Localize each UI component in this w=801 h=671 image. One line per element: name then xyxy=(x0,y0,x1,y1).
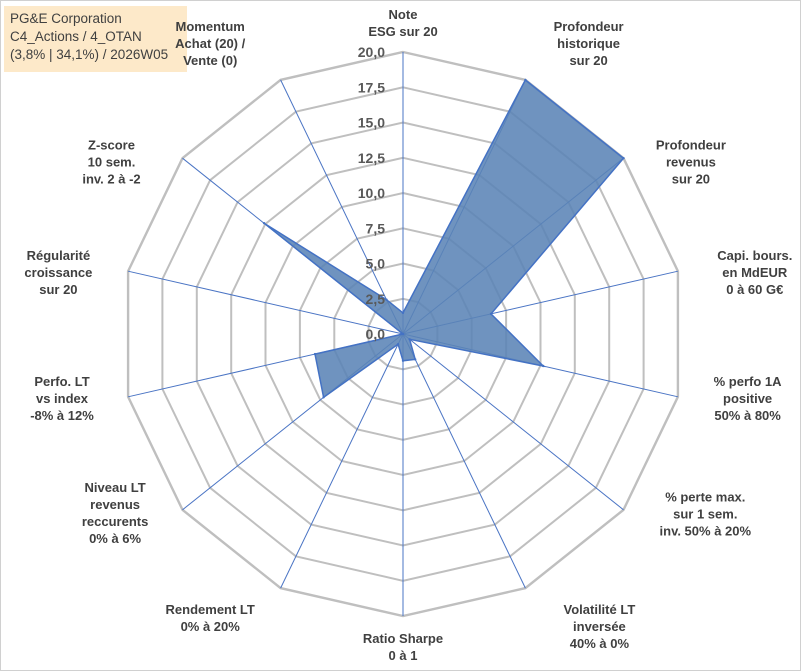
data-point xyxy=(401,332,405,336)
axis-label-line: inv. 2 à -2 xyxy=(82,171,140,186)
series-area xyxy=(263,78,625,399)
axis-label-line: sur 20 xyxy=(569,53,607,68)
tick-label: 17,5 xyxy=(358,79,385,95)
axis-label-line: 10 sem. xyxy=(88,154,136,169)
data-point xyxy=(622,157,625,160)
axis-label: Profondeur historique sur 20 xyxy=(554,19,624,68)
tick-label: 7,5 xyxy=(366,220,386,236)
axis-label: Rendement LT 0% à 20% xyxy=(166,602,255,634)
axis-label-line: ESG sur 20 xyxy=(368,24,437,39)
axis-label-line: Z-score xyxy=(88,137,135,152)
tick-label: 5,0 xyxy=(366,256,386,272)
axis-label-line: Profondeur xyxy=(554,19,624,34)
axis-label: Ratio Sharpe 0 à 1 xyxy=(363,631,443,663)
data-point xyxy=(401,359,405,362)
data-point xyxy=(385,298,388,301)
axis-label-line: en MdEUR xyxy=(722,265,788,280)
axis-label-line: Volatilité LT xyxy=(564,602,636,617)
tick-label: 12,5 xyxy=(358,150,385,166)
data-point xyxy=(401,311,405,315)
data-point xyxy=(414,358,417,361)
axis-spoke xyxy=(280,333,404,589)
axis-label-line: sur 20 xyxy=(39,282,77,297)
axis-spoke xyxy=(402,333,526,589)
category-path: C4_Actions / 4_OTAN xyxy=(10,29,142,44)
axis-label: Momentum Achat (20) / Vente (0) xyxy=(175,19,245,68)
axis-label-line: reccurents xyxy=(82,514,148,529)
axis-label-line: positive xyxy=(723,391,772,406)
data-point xyxy=(542,364,545,368)
info-box: PG&E Corporation C4_Actions / 4_OTAN (3,… xyxy=(4,6,187,72)
axis-label-line: Vente (0) xyxy=(183,53,237,68)
data-point xyxy=(262,222,266,225)
tick-label: 15,0 xyxy=(358,115,385,131)
data-point xyxy=(313,352,317,356)
axis-label: % perfo 1A positive 50% à 80% xyxy=(714,374,783,423)
axis-label-line: Perfo. LT xyxy=(34,374,89,389)
company-name: PG&E Corporation xyxy=(10,11,122,26)
axis-label-line: croissance xyxy=(24,265,92,280)
tick-label: 20,0 xyxy=(358,44,385,60)
axis-label-line: % perte max. xyxy=(665,490,745,505)
axis-label: Profondeur revenus sur 20 xyxy=(656,137,726,186)
tick-label: 10,0 xyxy=(358,185,385,201)
axis-label-line: sur 20 xyxy=(672,171,710,186)
data-point xyxy=(524,78,527,82)
axis-label-line: Profondeur xyxy=(656,137,726,152)
axis-label-line: 0 à 60 G€ xyxy=(726,282,783,297)
axis-spoke xyxy=(280,79,404,335)
axis-label-line: inv. 50% à 20% xyxy=(660,524,752,539)
axis-spoke xyxy=(127,270,404,335)
data-point xyxy=(322,396,325,399)
axis-label-line: Rendement LT xyxy=(166,602,255,617)
axis-label-line: Niveau LT xyxy=(85,480,146,495)
axis-label: Note ESG sur 20 xyxy=(368,7,437,39)
axis-label-line: historique xyxy=(557,36,620,51)
axis-label-line: Achat (20) / xyxy=(175,36,245,51)
axis-label-line: Note xyxy=(389,7,418,22)
data-point xyxy=(408,338,411,341)
stats-line: (3,8% | 34,1%) / 2026W05 xyxy=(10,47,169,62)
axis-label: Capi. bours. en MdEUR 0 à 60 G€ xyxy=(717,248,792,297)
data-point xyxy=(489,312,493,316)
axis-label-line: 0% à 6% xyxy=(89,531,141,546)
axis-label: % perte max. sur 1 sem. inv. 50% à 20% xyxy=(660,490,752,539)
axis-label-line: Capi. bours. xyxy=(717,248,792,263)
axis-label-line: sur 1 sem. xyxy=(673,507,737,522)
axis-label-line: Momentum xyxy=(176,19,245,34)
axis-label: Volatilité LT inversée 40% à 0% xyxy=(564,602,636,651)
tick-label: 2,5 xyxy=(366,291,386,307)
axis-spoke xyxy=(402,333,624,511)
axis-label-line: inversée xyxy=(573,619,626,634)
axis-label-line: vs index xyxy=(36,391,89,406)
axis-label-line: 50% à 80% xyxy=(714,408,781,423)
axis-label-line: 40% à 0% xyxy=(570,636,630,651)
axis-label-line: revenus xyxy=(90,497,140,512)
axis-label-line: revenus xyxy=(666,154,716,169)
axis-label: Perfo. LT vs index -8% à 12% xyxy=(30,374,94,423)
axis-label-line: Régularité xyxy=(27,248,91,263)
data-point xyxy=(396,343,400,346)
axis-label: Régularité croissance sur 20 xyxy=(24,248,92,297)
axis-label-line: % perfo 1A xyxy=(714,374,783,389)
axis-label: Z-score 10 sem. inv. 2 à -2 xyxy=(82,137,140,186)
axis-label-line: 0% à 20% xyxy=(181,619,241,634)
axis-label-line: Ratio Sharpe xyxy=(363,631,443,646)
axis-label-line: -8% à 12% xyxy=(30,408,94,423)
axis-label: Niveau LT revenus reccurents 0% à 6% xyxy=(82,480,148,546)
tick-label: 0,0 xyxy=(366,326,386,342)
axis-label-line: 0 à 1 xyxy=(389,648,418,663)
